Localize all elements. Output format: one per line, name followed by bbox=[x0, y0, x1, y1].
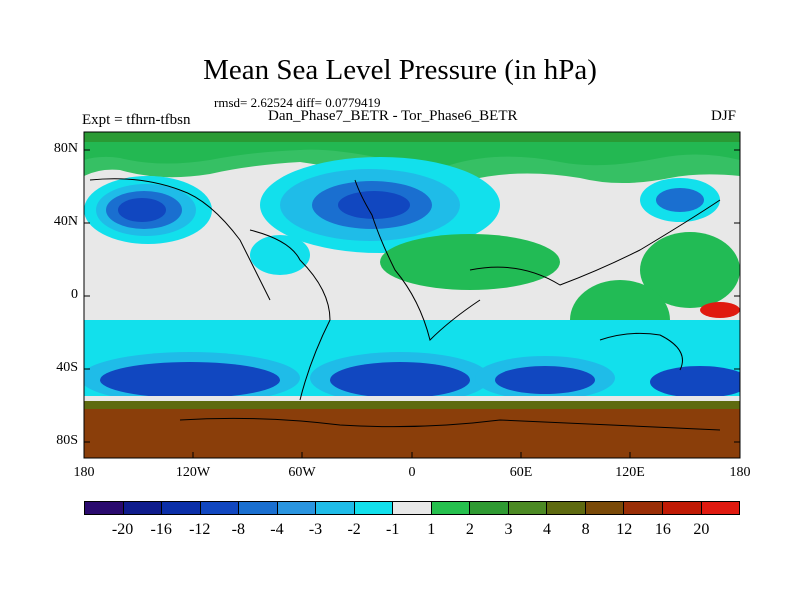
so-white-line bbox=[84, 396, 740, 401]
chart-title: Mean Sea Level Pressure (in hPa) bbox=[203, 54, 597, 86]
lon-label-180e: 180 bbox=[729, 465, 751, 480]
colorbar-swatch bbox=[547, 502, 586, 514]
colorbar-swatch bbox=[431, 502, 471, 514]
trop-patch bbox=[250, 235, 310, 275]
colorbar-label: 1 bbox=[427, 521, 436, 538]
colorbar-label: -2 bbox=[347, 521, 361, 538]
subtitle: Dan_Phase7_BETR - Tor_Phase6_BETR bbox=[268, 108, 518, 124]
lon-label-60e: 60E bbox=[509, 465, 533, 480]
africa-green bbox=[380, 234, 560, 290]
npac-low-4 bbox=[118, 198, 166, 222]
map-field bbox=[84, 132, 740, 458]
natl-low-4 bbox=[338, 191, 410, 219]
colorbar-label: 8 bbox=[581, 521, 590, 538]
tick-marks bbox=[84, 149, 740, 458]
lon-label-0: 0 bbox=[408, 465, 416, 480]
colorbar-label: -1 bbox=[386, 521, 400, 538]
colorbar-label: 20 bbox=[693, 521, 710, 538]
colorbar-swatch bbox=[316, 502, 355, 514]
colorbar-swatch bbox=[85, 502, 124, 514]
antarctic-edge bbox=[84, 401, 740, 409]
lon-label-180w: 180 bbox=[73, 465, 95, 480]
colorbar-label: -4 bbox=[270, 521, 284, 538]
colorbar-swatch bbox=[239, 502, 278, 514]
so-low-a2 bbox=[100, 362, 280, 398]
red-spot bbox=[700, 302, 740, 318]
colorbar-swatch bbox=[508, 502, 548, 514]
coastlines bbox=[89, 178, 721, 431]
colorbar-label: 3 bbox=[504, 521, 513, 538]
colorbar-label: 4 bbox=[543, 521, 552, 538]
colorbar-label: -16 bbox=[150, 521, 172, 538]
colorbar-swatch bbox=[162, 502, 201, 514]
colorbar-label: 12 bbox=[616, 521, 633, 538]
lat-label-40s: 40S bbox=[56, 360, 78, 375]
colorbar-swatch bbox=[123, 502, 163, 514]
colorbar-label: -12 bbox=[189, 521, 211, 538]
colorbar-swatch bbox=[701, 502, 740, 514]
colorbar bbox=[84, 501, 740, 515]
colorbar-swatch bbox=[585, 502, 625, 514]
so-low-d bbox=[650, 366, 740, 398]
colorbar-label: -3 bbox=[308, 521, 323, 538]
lat-label-40n: 40N bbox=[53, 214, 78, 229]
lon-label-120e: 120E bbox=[615, 465, 645, 480]
experiment-label: Expt = tfhrn-tfbsn bbox=[82, 112, 191, 128]
colorbar-swatch bbox=[662, 502, 702, 514]
colorbar-label: -20 bbox=[111, 521, 134, 538]
colorbar-swatch bbox=[277, 502, 317, 514]
easia-low-2 bbox=[656, 188, 704, 212]
colorbar-swatch bbox=[470, 502, 509, 514]
colorbar-swatch bbox=[200, 502, 240, 514]
lat-label-80n: 80N bbox=[53, 141, 78, 156]
lat-label-80s: 80S bbox=[56, 433, 78, 448]
colorbar-swatch bbox=[624, 502, 663, 514]
colorbar-swatch bbox=[354, 502, 394, 514]
antarctic-high bbox=[84, 409, 740, 458]
so-low-c2 bbox=[495, 366, 595, 394]
lon-label-120w: 120W bbox=[175, 465, 211, 480]
lon-label-60w: 60W bbox=[288, 465, 316, 480]
colorbar-swatch bbox=[393, 502, 432, 514]
colorbar-label: 2 bbox=[465, 521, 474, 538]
so-low-b2 bbox=[330, 362, 470, 398]
pacific-green bbox=[640, 232, 740, 308]
colorbar-label: -8 bbox=[231, 521, 245, 538]
stats-text: rmsd= 2.62524 diff= 0.0779419 bbox=[214, 95, 381, 110]
season-label: DJF bbox=[711, 108, 737, 124]
lat-label-0: 0 bbox=[71, 287, 78, 302]
colorbar-label: 16 bbox=[654, 521, 671, 538]
